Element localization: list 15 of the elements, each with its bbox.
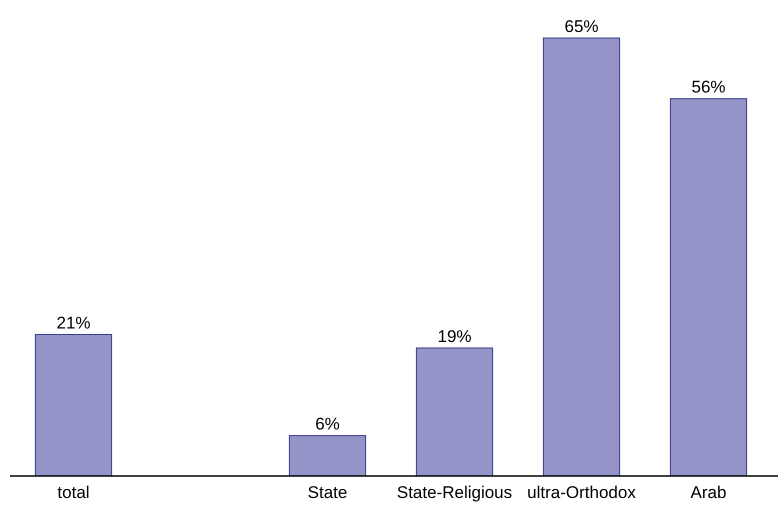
- bar: [416, 347, 494, 476]
- x-tick-label: Arab: [690, 483, 726, 502]
- bar: [288, 435, 366, 476]
- bar: [670, 98, 748, 476]
- data-label: 19%: [437, 326, 472, 346]
- bar: [542, 38, 620, 476]
- data-label: 65%: [564, 17, 599, 36]
- data-label: 21%: [56, 313, 91, 332]
- data-label: 56%: [691, 78, 726, 97]
- x-tick-label: State: [308, 483, 348, 502]
- x-tick-label: ultra-Orthodox: [527, 483, 636, 502]
- x-tick-label: State-Religious: [396, 483, 512, 502]
- x-tick-label: total: [57, 483, 90, 502]
- data-label: 6%: [315, 414, 340, 434]
- bar: [34, 334, 112, 476]
